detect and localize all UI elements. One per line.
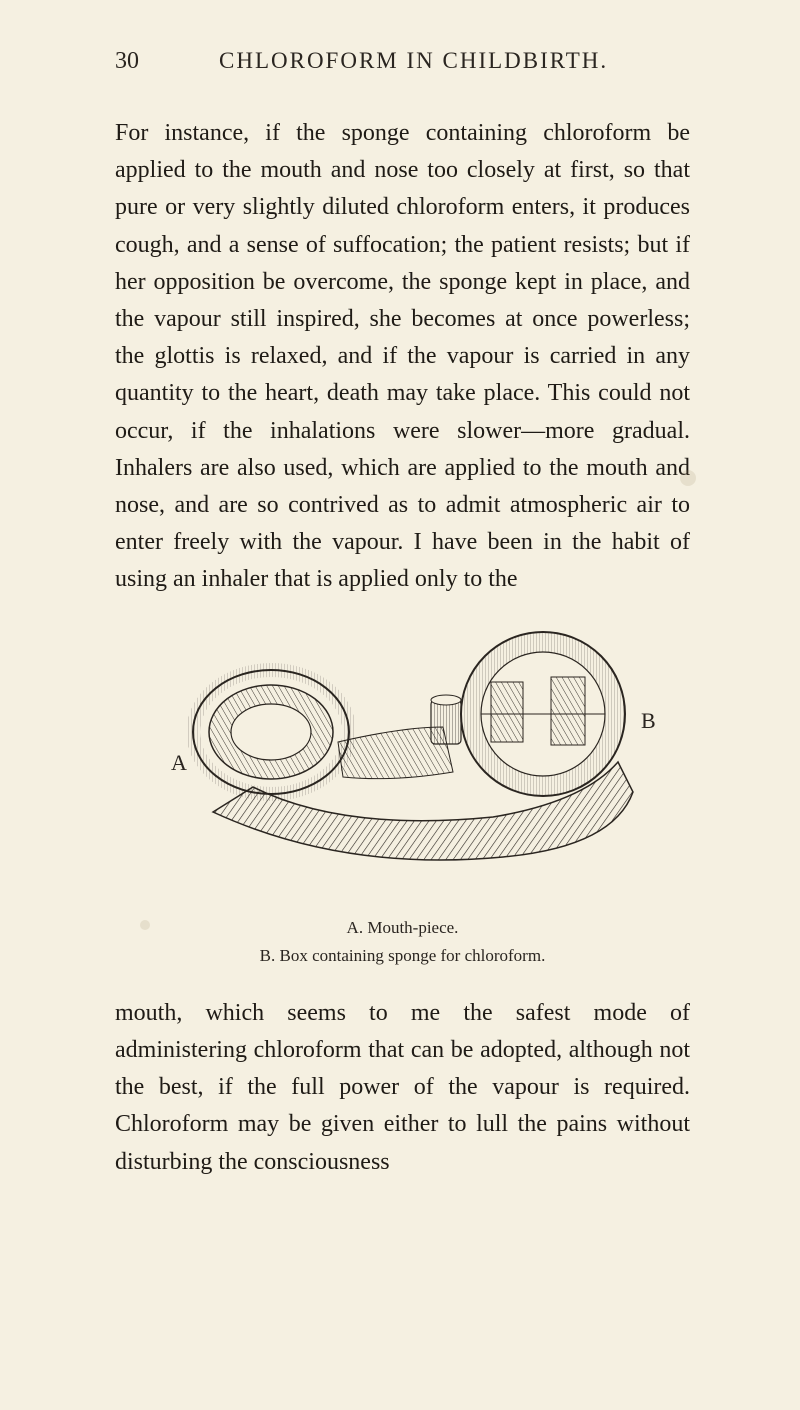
chapter-title: CHLOROFORM IN CHILDBIRTH. [219, 48, 608, 74]
page-container: 30 CHLOROFORM IN CHILDBIRTH. For instanc… [0, 0, 800, 1229]
paragraph-1: For instance, if the sponge containing c… [115, 115, 690, 598]
paper-foxing [140, 920, 150, 930]
caption-line-a: A. Mouth-piece. [115, 914, 690, 941]
figure-label-b: B [641, 708, 656, 733]
inhaler-illustration: A B [143, 622, 663, 902]
figure-caption: A. Mouth-piece. B. Box containing sponge… [115, 914, 690, 968]
caption-line-b: B. Box containing sponge for chloroform. [115, 942, 690, 969]
paper-foxing [680, 470, 696, 486]
page-number: 30 [115, 48, 139, 75]
page-header: 30 CHLOROFORM IN CHILDBIRTH. [115, 48, 690, 75]
figure-label-a: A [171, 750, 187, 775]
paragraph-2: mouth, which seems to me the safest mode… [115, 995, 690, 1181]
